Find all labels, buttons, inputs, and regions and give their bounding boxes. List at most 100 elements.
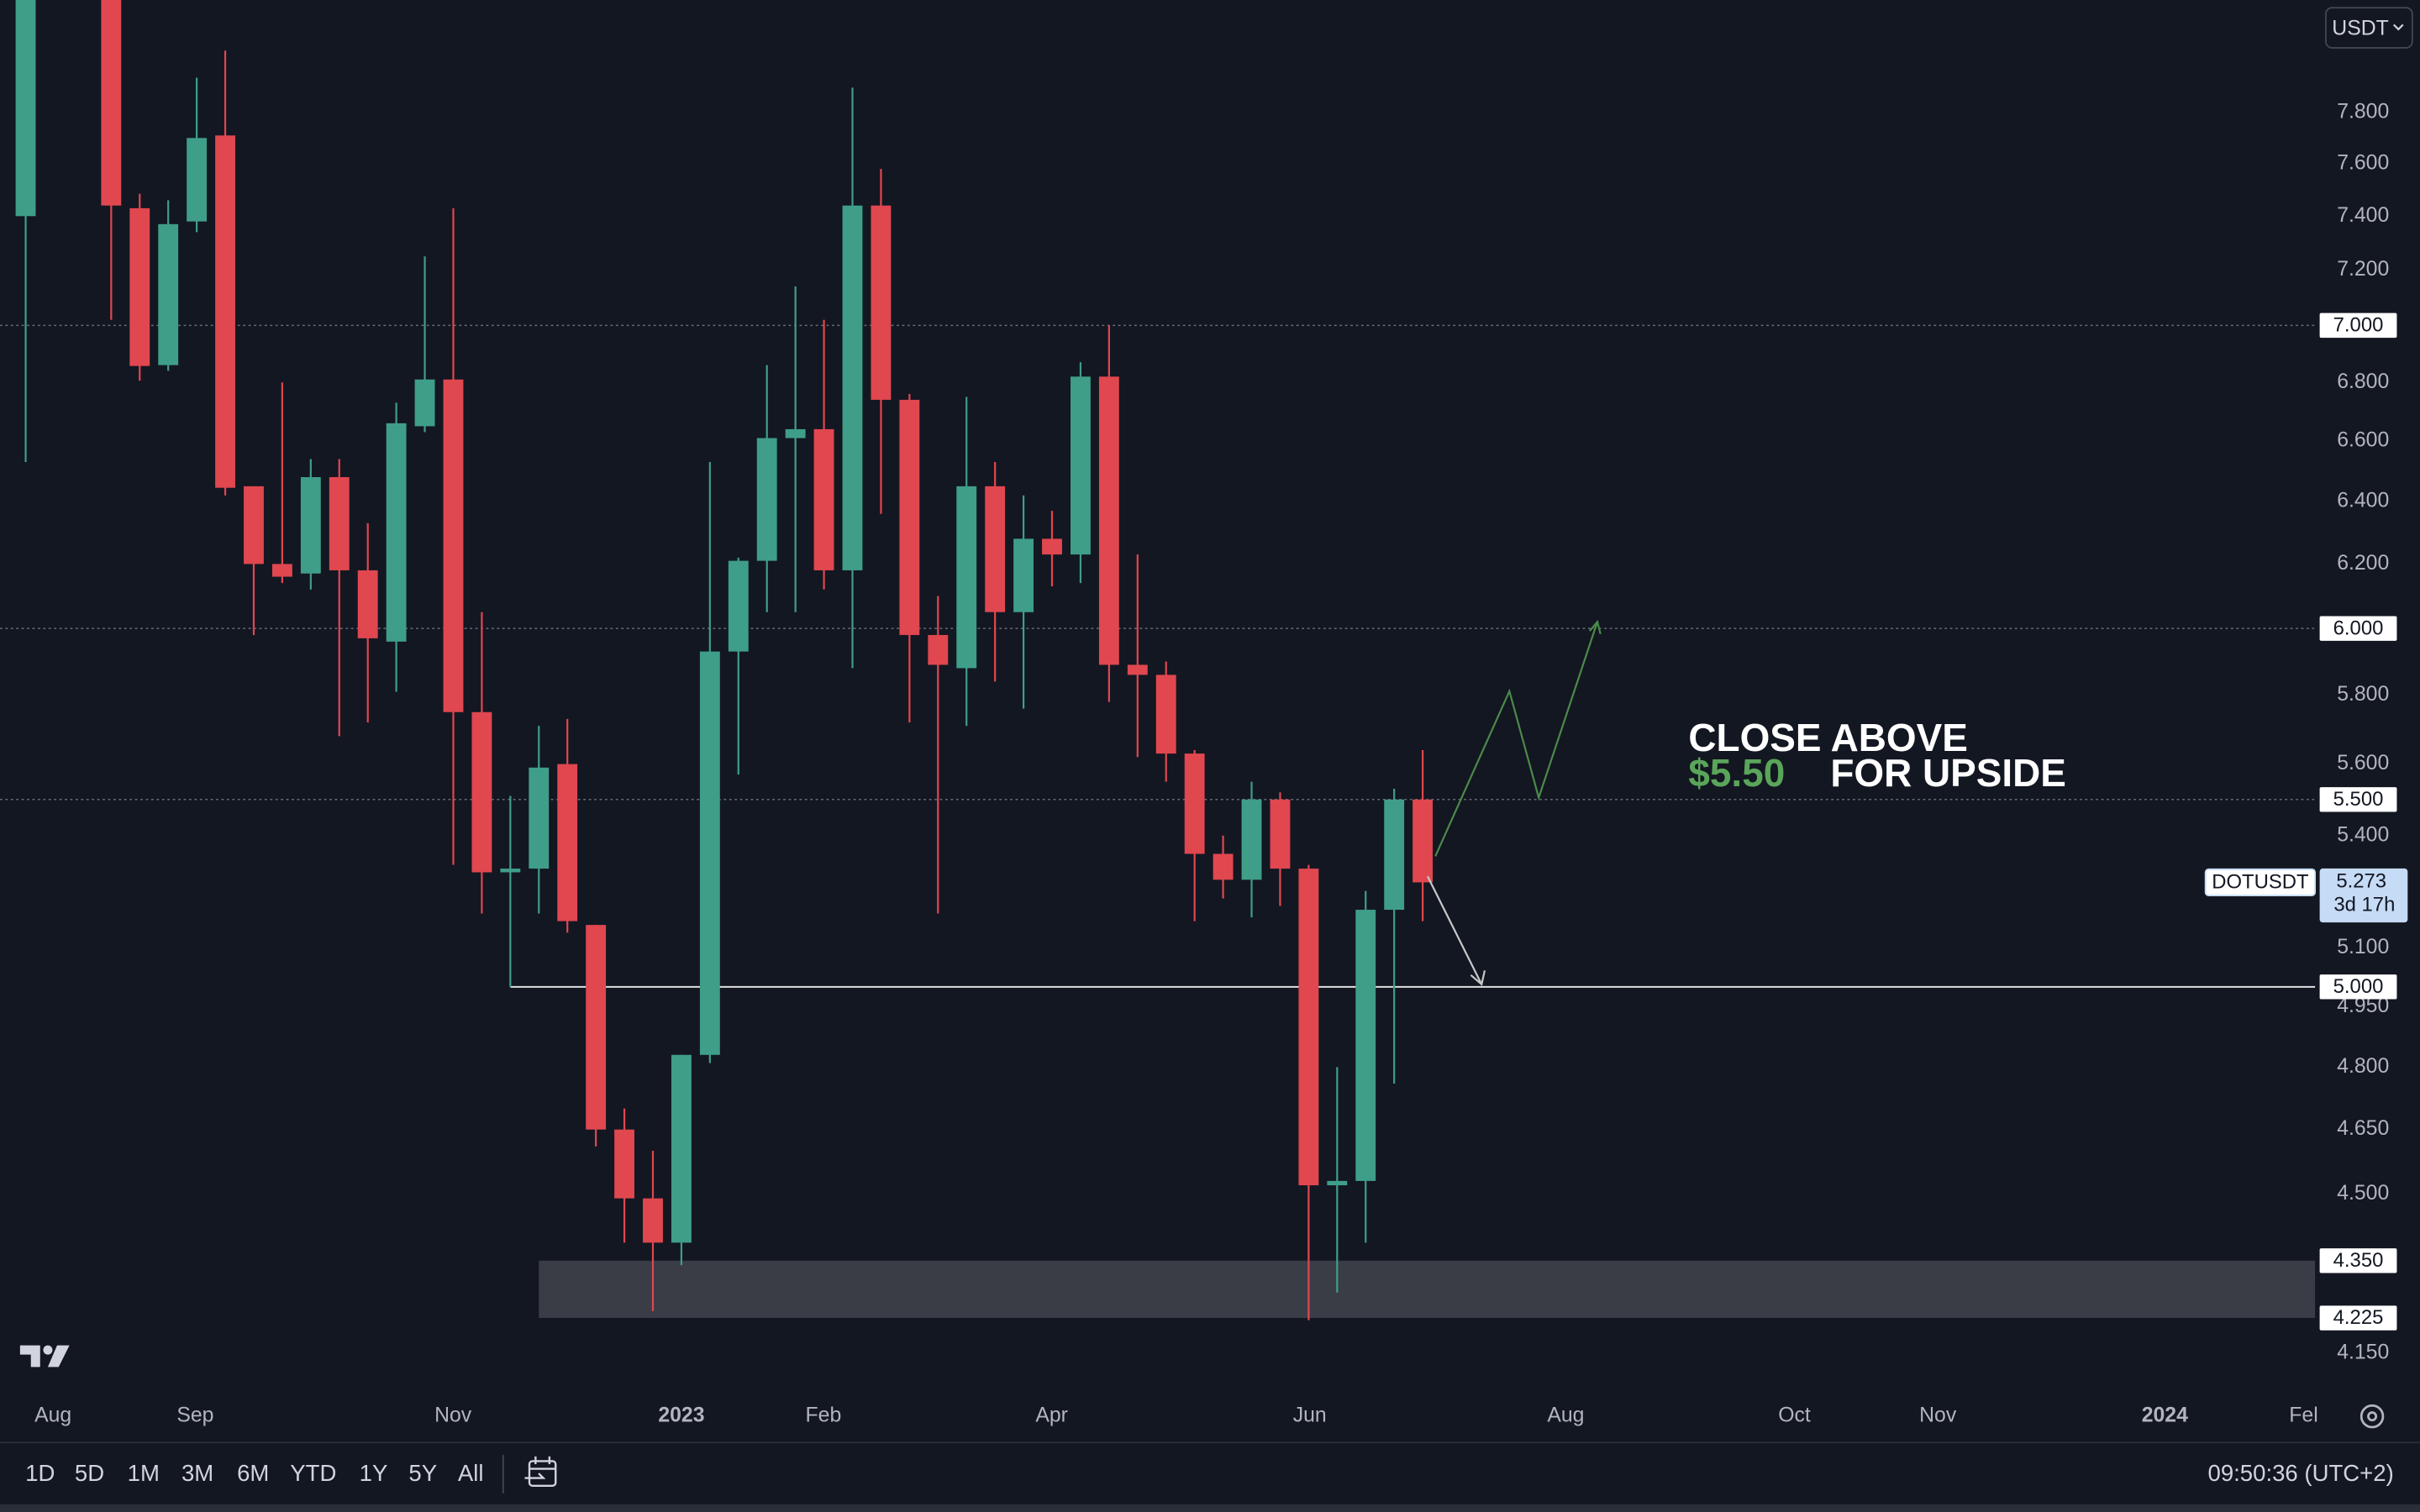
currency-button[interactable] [2325,7,2413,49]
x-tick-label: Fel [2289,1404,2317,1427]
settings-icon[interactable] [2360,1404,2385,1429]
candle-body [785,428,806,438]
last-price-box [2319,868,2408,923]
forecast-upside-path [1434,621,1599,857]
candle-body [1013,538,1034,612]
candle-body [1071,376,1091,555]
countdown-label: 3d 17h [2333,893,2395,916]
candle-body [614,1129,635,1199]
x-tick-label: Nov [1919,1404,1957,1427]
clock: 09:50:36 (UTC+2) [2208,1460,2394,1486]
last-price-label: 5.273 [2336,870,2386,893]
y-tick-label: 4.800 [2337,1055,2389,1078]
annotation-highlight: $5.50 [1688,751,1785,795]
y-tick-label: 7.200 [2337,258,2389,281]
candle-body [1184,753,1205,854]
candle-body [1413,799,1434,883]
x-tick-label: Jun [1293,1404,1327,1427]
y-tick-label: 5.100 [2337,936,2389,958]
currency-label[interactable]: USDT [2332,17,2388,39]
support-zone [539,1260,2316,1319]
dropdown-caret[interactable] [2392,24,2404,31]
range-button[interactable]: 1D [25,1460,55,1486]
tv-logo [19,1345,70,1368]
y-tick-label: 5.600 [2337,752,2389,774]
range-button[interactable]: 3M [182,1460,213,1486]
x-tick-label: 2023 [658,1404,704,1427]
candle-body [329,477,350,570]
x-tick-label: 2024 [2142,1404,2188,1427]
zone-low-label: 4.225 [2333,1306,2384,1329]
candle-body [643,1198,663,1243]
price-level-box [2319,312,2397,339]
zone-high-label: 4.350 [2333,1249,2384,1272]
candle-body [443,379,464,712]
y-tick-label: 4.150 [2337,1341,2389,1363]
annotation-text: CLOSE ABOVE [1688,716,1967,759]
candle-body [928,634,949,665]
range-button[interactable]: 1Y [360,1460,388,1486]
y-tick-label: 7.800 [2337,101,2389,123]
symbol-box [2204,868,2317,896]
candle-body [586,925,607,1130]
candle-body [300,477,321,574]
x-tick-label: Aug [1547,1404,1584,1427]
symbol-label: DOTUSDT [2212,871,2309,894]
zone-low-box [2319,1305,2397,1331]
y-tick-label: 4.650 [2337,1117,2389,1140]
forecast-downside-path [1426,875,1483,985]
range-button[interactable]: 5D [75,1460,104,1486]
candle-body [842,205,863,570]
price-level-label: 5.000 [2333,975,2384,998]
candle-body [1384,799,1405,911]
y-tick-label: 6.600 [2337,429,2389,452]
forecast-arrowhead [1588,619,1602,635]
time-axis: Aug Sep Nov 2023 Feb Apr Jun Aug Oct Nov 2024 Fel [34,1404,2318,1427]
price-level-label: 6.000 [2333,617,2384,639]
y-tick-label: 6.200 [2337,552,2389,575]
zone-high-box [2319,1248,2397,1273]
price-level-label: 5.500 [2333,788,2384,811]
y-tick-label: 5.800 [2337,683,2389,706]
forecast-arrowhead [1470,970,1486,986]
candle-body [1355,910,1376,1181]
price-axis: 7.800 7.600 7.400 7.200 6.800 6.600 6.400 6.200… [2204,101,2408,1363]
candle-body [471,711,492,873]
y-tick-label: 6.400 [2337,490,2389,512]
range-button[interactable]: YTD [290,1460,336,1486]
candle-body [813,428,834,570]
y-tick-label: 6.800 [2337,370,2389,393]
candle-body [1127,664,1148,675]
y-tick-label: 7.600 [2337,151,2389,174]
candle-body [529,767,550,869]
range-button[interactable]: 5Y [408,1460,437,1486]
candle-body [1213,853,1234,880]
candle-body [129,207,150,366]
candle-body [1155,675,1176,754]
y-tick-label: 7.400 [2337,204,2389,227]
candle-body [728,560,749,652]
candle-body [500,869,521,873]
price-level-box [2319,616,2397,641]
x-tick-label: Aug [34,1404,71,1427]
range-button[interactable]: 6M [237,1460,269,1486]
date-range-icon[interactable] [524,1456,557,1487]
candle-body [271,564,292,577]
range-button[interactable]: All [458,1460,484,1486]
x-tick-label: Oct [1778,1404,1811,1427]
candle-body [215,135,235,488]
candle-body [244,486,264,564]
candle-body [414,379,435,427]
range-button[interactable]: 1M [128,1460,160,1486]
x-tick-label: Apr [1035,1404,1068,1427]
candle-body [357,570,378,638]
candle-body [699,651,720,1055]
candle-body [557,764,578,921]
candle-body [985,486,1006,612]
candle-body [1241,799,1262,880]
price-level-box [2319,787,2397,812]
x-tick-label: Sep [176,1404,213,1427]
candle-body [386,423,407,642]
